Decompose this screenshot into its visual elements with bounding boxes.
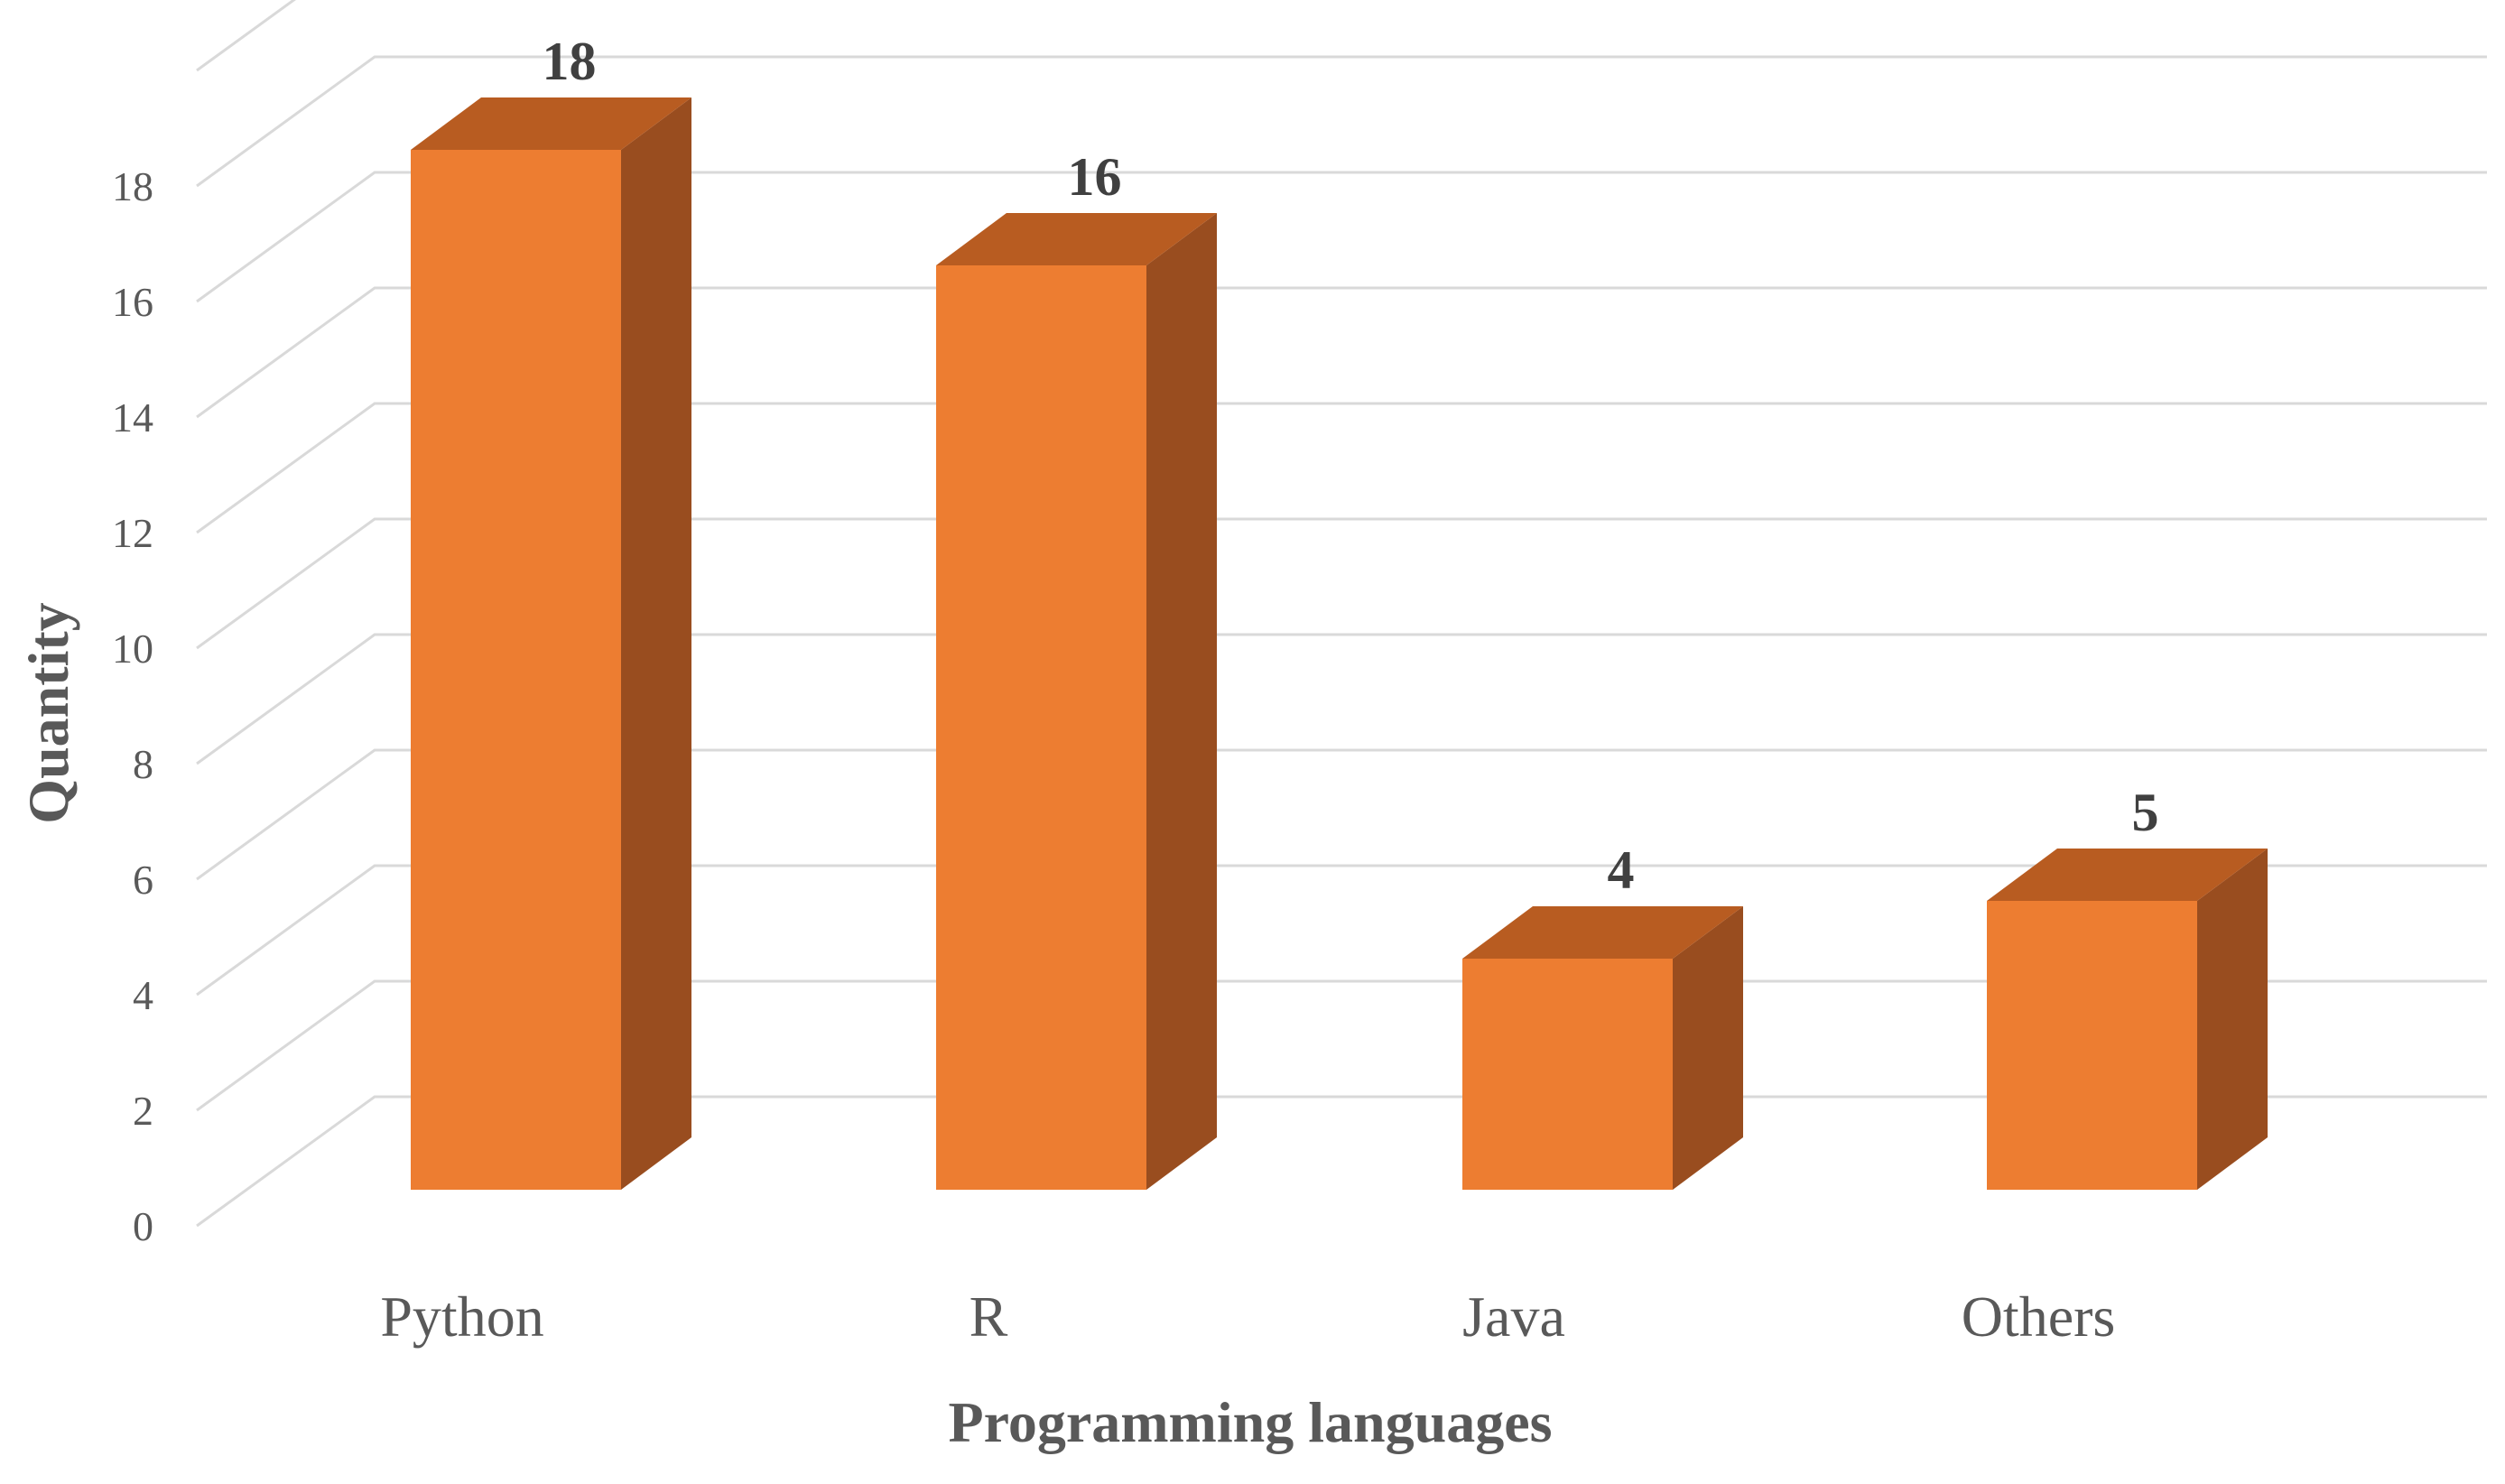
y-tick-label: 8 [133, 741, 153, 787]
gridline [196, 402, 2487, 534]
bar-r [936, 213, 1217, 1190]
bar-side-face [621, 97, 691, 1190]
gridline [196, 171, 2487, 303]
data-label: 5 [2132, 783, 2159, 842]
data-label: 18 [543, 32, 597, 91]
gridline [196, 286, 2487, 419]
data-label: 4 [1608, 840, 1635, 900]
bar-side-face [2197, 849, 2268, 1190]
y-tick-label: 12 [112, 510, 153, 556]
bar-java [1462, 906, 1743, 1190]
category-label: Others [1962, 1285, 2116, 1349]
x-axis-categories: Python R Java Others [380, 1285, 2115, 1349]
bar-top-face [936, 213, 1217, 265]
y-tick-label: 0 [133, 1203, 153, 1249]
category-label: Python [380, 1285, 543, 1349]
y-tick-label: 2 [133, 1088, 153, 1134]
y-axis-ticks: 0 2 4 6 8 10 12 14 16 18 [112, 163, 153, 1249]
bars [411, 97, 2268, 1190]
bar-front-face [1462, 959, 1673, 1190]
y-tick-label: 6 [133, 857, 153, 903]
y-tick-label: 16 [112, 279, 153, 325]
data-label: 16 [1068, 147, 1122, 207]
y-tick-label: 14 [112, 394, 153, 441]
bar-front-face [411, 150, 621, 1190]
bar-top-face [1987, 849, 2268, 901]
bar-side-face [1146, 213, 1217, 1190]
data-labels: 18 16 4 5 [543, 32, 2159, 900]
y-tick-label: 4 [133, 972, 153, 1018]
gridline [196, 979, 2487, 1112]
gridline [196, 517, 2487, 650]
bar-python [411, 97, 691, 1190]
category-label: Java [1462, 1285, 1565, 1349]
bar-top-face [411, 97, 691, 150]
bar-top-face [1462, 906, 1743, 959]
category-label: R [970, 1285, 1008, 1349]
bar-front-face [936, 265, 1146, 1190]
y-axis-title: Quantity [16, 602, 80, 823]
gridlines [196, 0, 2487, 1228]
bar-others [1987, 849, 2268, 1190]
gridline [196, 864, 2487, 997]
gridline [196, 633, 2487, 765]
y-tick-label: 10 [112, 626, 153, 672]
x-axis-title: Programming languages [948, 1390, 1552, 1454]
bar-front-face [1987, 901, 2197, 1190]
gridline [196, 1095, 2487, 1228]
gridline [196, 748, 2487, 881]
y-tick-label: 18 [112, 163, 153, 209]
gridline [196, 55, 2487, 188]
bar-side-face [1673, 906, 1743, 1190]
gridline [196, 0, 297, 72]
